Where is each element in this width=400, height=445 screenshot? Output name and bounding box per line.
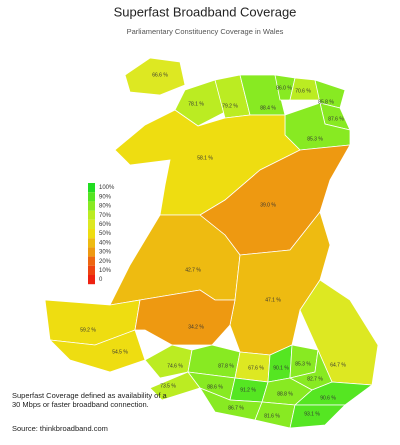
- region-label: 90.6 %: [320, 395, 336, 401]
- legend-swatch: [88, 183, 95, 193]
- region-label: 58.1 %: [197, 155, 213, 161]
- legend-swatch: [88, 229, 95, 239]
- region: [174, 79, 226, 127]
- region-label: 85.3 %: [307, 136, 323, 142]
- region: [289, 404, 346, 429]
- legend: 100% 90% 80% 70% 60% 50% 40% 30% 20% 10% 0: [88, 183, 115, 285]
- region-label: 67.6 %: [248, 365, 264, 371]
- subtitle: Parliamentary Constituency Coverage in W…: [127, 27, 284, 36]
- region-label: 81.6 %: [264, 413, 280, 419]
- region-label: 78.1 %: [188, 101, 204, 107]
- legend-label: 30%: [99, 250, 112, 256]
- source: Source: thinkbroadband.com: [12, 424, 108, 433]
- legend-label: 50%: [99, 231, 112, 237]
- region-label: 66.6 %: [152, 72, 168, 78]
- region-label: 54.5 %: [112, 349, 128, 355]
- region: [293, 381, 374, 406]
- legend-swatch: [88, 247, 95, 257]
- legend-swatch: [88, 275, 95, 285]
- region-label: 64.7 %: [330, 362, 346, 368]
- legend-label: 90%: [99, 194, 112, 200]
- region-label: 82.7 %: [307, 376, 323, 382]
- region-label: 39.0 %: [260, 202, 276, 208]
- legend-label: 10%: [99, 268, 112, 274]
- legend-swatch: [88, 265, 95, 275]
- legend-swatch: [88, 201, 95, 211]
- region: [124, 57, 186, 96]
- region-label: 85.8 %: [318, 99, 334, 105]
- region-label: 91.2 %: [240, 387, 256, 393]
- legend-label: 20%: [99, 259, 112, 265]
- region-label: 85.3 %: [295, 361, 311, 367]
- region-label: 90.1 %: [273, 365, 289, 371]
- region-label: 74.6 %: [167, 363, 183, 369]
- region-label: 93.1 %: [304, 411, 320, 417]
- region-label: 79.2 %: [222, 103, 238, 109]
- legend-swatch: [88, 210, 95, 220]
- region-label: 86.7 %: [228, 405, 244, 411]
- legend-label: 100%: [99, 185, 115, 191]
- legend-label: 80%: [99, 204, 112, 210]
- region-labels: 66.6 % 78.1 % 79.2 % 88.4 % 86.0 % 70.6 % 85.8…: [80, 72, 346, 419]
- legend-swatch: [88, 238, 95, 248]
- legend-swatch: [88, 192, 95, 202]
- title: Superfast Broadband Coverage: [114, 4, 297, 19]
- region-label: 88.4 %: [260, 105, 276, 111]
- legend-label: 0: [99, 277, 103, 283]
- legend-label: 40%: [99, 240, 112, 246]
- legend-swatch: [88, 256, 95, 266]
- region-label: 47.1 %: [265, 297, 281, 303]
- note: Superfast Coverage defined as availabili…: [12, 391, 167, 409]
- region-label: 88.8 %: [277, 391, 293, 397]
- region-label: 86.0 %: [276, 85, 292, 91]
- legend-label: 70%: [99, 213, 112, 219]
- region-label: 73.5 %: [160, 383, 176, 389]
- region-label: 87.6 %: [328, 116, 344, 122]
- region-label: 34.2 %: [188, 324, 204, 330]
- region-label: 59.2 %: [80, 327, 96, 333]
- legend-label: 60%: [99, 222, 112, 228]
- region: [134, 289, 236, 346]
- region-label: 88.6 %: [207, 384, 223, 390]
- region-label: 70.6 %: [295, 88, 311, 94]
- region-label: 42.7 %: [185, 267, 201, 273]
- region-label: 87.8 %: [218, 363, 234, 369]
- regions: [44, 57, 379, 429]
- legend-swatch: [88, 219, 95, 229]
